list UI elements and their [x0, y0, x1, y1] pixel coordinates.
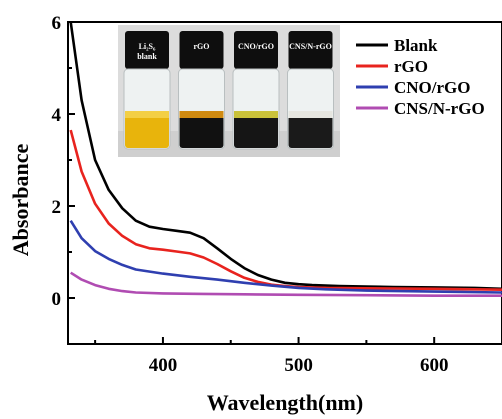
vial-liquid: [125, 113, 169, 148]
series-line-cns-n-rgo: [70, 271, 502, 298]
vial-liquid-surface: [179, 111, 224, 118]
legend: Blank rGO CNO/rGO CNS/N-rGO: [356, 36, 485, 118]
y-tick-label: 0: [52, 289, 62, 310]
y-tick-label: 2: [52, 197, 62, 218]
series-lines: [69, 21, 502, 298]
vial-cap: [179, 31, 224, 69]
vial-cap: [125, 31, 169, 69]
x-tick-label: 400: [149, 355, 178, 376]
vial-liquid: [288, 113, 333, 148]
vial-cap: [288, 31, 333, 69]
vial-label: rGO: [194, 42, 210, 51]
series-line-blank: [69, 21, 502, 291]
vial-label: CNO/rGO: [238, 42, 274, 51]
vial-liquid: [234, 113, 278, 148]
legend-label: rGO: [394, 57, 428, 76]
vial: rGO: [178, 31, 225, 150]
legend-label: Blank: [394, 36, 438, 55]
x-axis-title: Wavelength(nm): [207, 390, 363, 415]
vial-liquid-surface: [125, 111, 169, 118]
vial-label: Li₂S₆: [139, 42, 156, 51]
vial-liquid-surface: [234, 111, 278, 118]
vial-label-sub: blank: [137, 52, 157, 61]
vial-label: CNS/N-rGO: [289, 42, 332, 51]
axis-ticks: 400 500 600 0 2 4 6: [52, 13, 449, 376]
legend-label: CNO/rGO: [394, 78, 471, 97]
vial-liquid: [179, 113, 224, 148]
series-line-cno-rgo: [69, 220, 502, 294]
y-tick-label: 4: [52, 105, 62, 126]
vial-cap: [234, 31, 278, 69]
plot-frame: [67, 21, 502, 345]
vial: CNS/N-rGO: [287, 31, 334, 150]
x-tick-label: 600: [420, 355, 449, 376]
y-axis-title: Absorbance: [8, 144, 33, 257]
vial-liquid-surface: [288, 111, 333, 118]
y-tick-label: 6: [52, 13, 62, 34]
x-tick-label: 500: [284, 355, 313, 376]
vial: CNO/rGO: [232, 31, 280, 150]
legend-label: CNS/N-rGO: [394, 99, 485, 118]
